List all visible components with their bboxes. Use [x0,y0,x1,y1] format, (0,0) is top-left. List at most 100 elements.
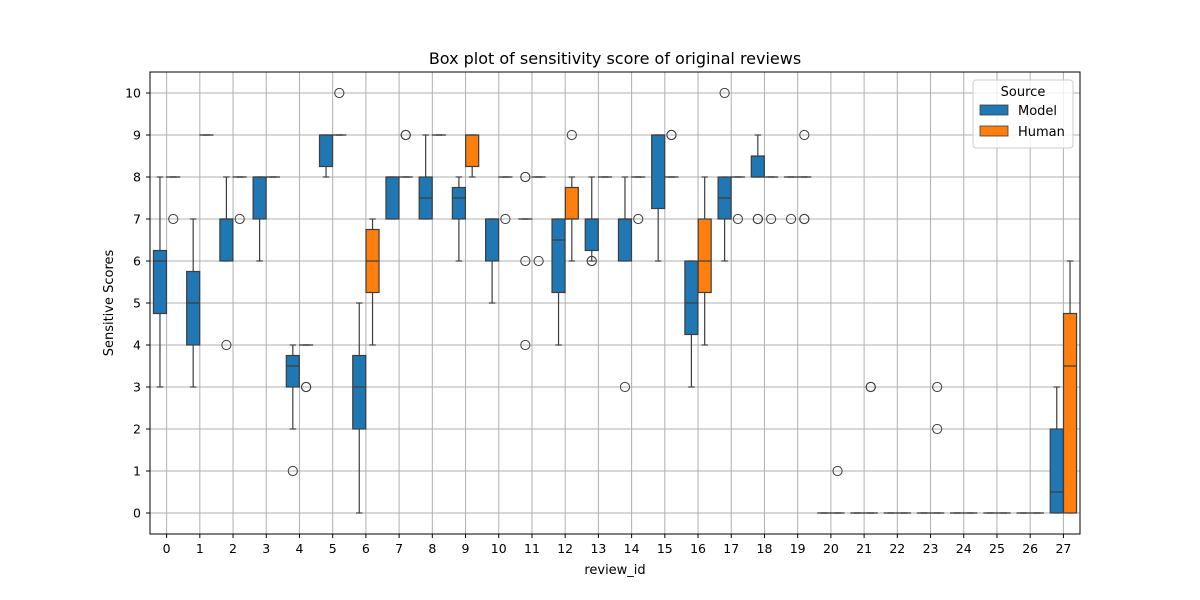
x-tick-label: 27 [1055,541,1071,556]
y-axis-ticks: 0 1 2 3 4 5 6 7 8 9 10 [125,86,150,521]
box-human-15 [664,129,679,178]
outlier-point [799,129,810,141]
box-iqr [684,260,699,336]
box-human-12 [564,129,579,262]
box-model-1 [186,218,201,388]
y-tick-label: 6 [133,254,141,269]
outlier-point [619,381,631,393]
box-human-4 [298,344,314,393]
outlier-point [732,213,743,225]
outlier-point [566,129,577,141]
box-human-14 [631,176,646,225]
outlier-point [799,213,810,225]
box-iqr [617,218,633,262]
outlier-point [832,465,843,477]
x-tick-label: 8 [428,541,436,556]
box-iqr [152,249,168,315]
box-iqr [1049,428,1064,514]
outlier-point [334,87,345,99]
outlier-point [865,381,876,393]
x-tick-label: 20 [823,541,839,556]
legend-title: Source [1001,85,1046,100]
x-axis-label: review_id [584,563,645,578]
box-human-7 [398,129,413,178]
box-iqr [551,218,566,294]
y-tick-label: 0 [133,506,141,521]
box-iqr [285,354,300,388]
x-tick-label: 16 [690,541,706,556]
x-tick-label: 13 [590,541,606,556]
x-tick-label: 18 [757,541,773,556]
y-tick-label: 5 [133,296,141,311]
y-tick-label: 8 [133,170,141,185]
box-model-19 [783,176,799,225]
x-tick-label: 9 [462,541,470,556]
legend-swatch-human [979,125,1009,137]
box-model-18 [750,134,765,225]
x-tick-label: 6 [362,541,370,556]
outlier-point [586,255,597,267]
outlier-point [287,465,298,477]
outlier-point [752,213,763,225]
box-human-10 [498,176,513,225]
y-tick-label: 1 [133,464,141,479]
box-model-11 [518,171,533,351]
y-tick-label: 9 [133,128,141,143]
grid-lines [150,72,1080,534]
box-model-10 [484,218,500,304]
legend-label-human: Human [1018,125,1065,140]
boxes-layer [152,87,1078,514]
box-human-17 [730,176,746,225]
x-tick-label: 0 [163,541,171,556]
legend-swatch-model [979,104,1009,116]
box-iqr [750,155,765,178]
y-tick-label: 7 [133,212,141,227]
outlier-point [666,129,677,141]
outlier-point [533,255,544,267]
box-iqr [465,134,480,168]
outlier-point [520,339,531,351]
box-model-8 [418,134,433,220]
outlier-point [400,129,411,141]
x-tick-label: 7 [395,541,403,556]
x-tick-label: 5 [329,541,337,556]
box-iqr [252,176,267,220]
box-iqr [651,134,666,210]
box-model-0 [152,176,168,388]
x-tick-label: 26 [1022,541,1038,556]
x-tick-label: 12 [557,541,573,556]
outlier-point [234,213,245,225]
box-human-11 [531,176,546,267]
outlier-point [633,213,644,225]
x-tick-label: 11 [524,541,540,556]
x-tick-label: 24 [956,541,972,556]
box-model-3 [252,176,267,262]
x-tick-label: 2 [229,541,237,556]
x-tick-label: 22 [889,541,905,556]
y-axis-label: Sensitive Scores [102,249,117,356]
x-tick-label: 21 [856,541,872,556]
x-tick-label: 15 [657,541,673,556]
box-iqr [1062,312,1078,514]
x-tick-label: 1 [196,541,204,556]
x-tick-label: 10 [491,541,507,556]
box-iqr [186,270,201,346]
box-iqr [385,176,400,220]
x-tick-label: 4 [295,541,303,556]
x-tick-label: 25 [989,541,1005,556]
box-iqr [584,218,599,252]
outlier-point [500,213,511,225]
box-human-2 [232,176,247,225]
box-human-27 [1062,260,1078,514]
box-iqr [451,186,467,220]
y-tick-label: 3 [133,380,141,395]
outlier-point [520,171,531,183]
legend-label-model: Model [1018,104,1057,119]
box-model-6 [352,302,367,514]
outlier-point [520,255,531,267]
box-human-5 [332,87,347,136]
box-human-23 [930,381,945,514]
box-iqr [697,218,712,294]
